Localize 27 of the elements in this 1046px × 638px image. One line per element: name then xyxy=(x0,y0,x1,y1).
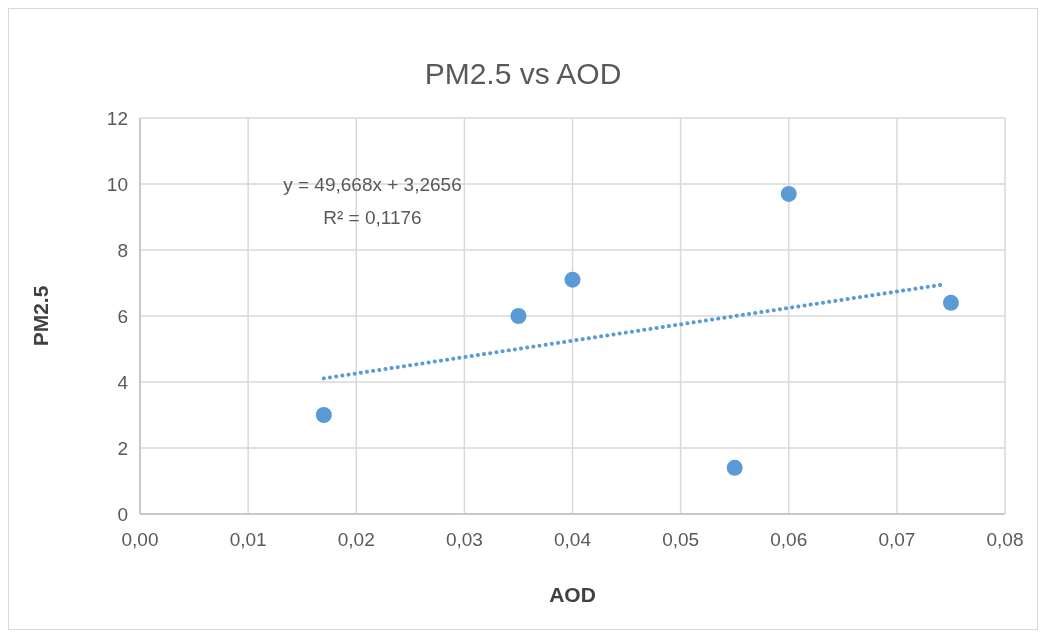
x-tick-label: 0,00 xyxy=(121,529,159,550)
point xyxy=(564,271,581,288)
y-tick-label: 2 xyxy=(117,437,128,459)
y-tick-label: 12 xyxy=(106,107,128,129)
x-tick-label: 0,01 xyxy=(229,529,267,550)
x-axis-title: AOD xyxy=(549,583,596,606)
x-tick-label: 0,05 xyxy=(662,529,700,550)
chart-title: PM2.5 vs AOD xyxy=(424,57,622,90)
x-tick-label: 0,02 xyxy=(337,529,375,550)
point xyxy=(726,459,743,476)
point xyxy=(315,407,332,423)
annotation: R² = 0,1176 xyxy=(323,206,422,228)
annotation: y = 49,668x + 3,2656 xyxy=(283,173,462,195)
y-tick-label: 4 xyxy=(117,371,129,393)
y-axis-title: PM2.5 xyxy=(29,285,52,347)
y-tick-label: 8 xyxy=(117,239,128,261)
y-tick-label: 6 xyxy=(117,305,128,327)
x-tick-label: 0,07 xyxy=(878,529,916,550)
y-tick-label: 10 xyxy=(106,173,128,195)
x-tick-label: 0,06 xyxy=(770,529,808,550)
x-tick-label: 0,08 xyxy=(986,529,1024,550)
point xyxy=(510,308,527,324)
y-tick-label: 0 xyxy=(117,503,128,525)
x-tick-label: 0,04 xyxy=(554,529,592,550)
x-tick-label: 0,03 xyxy=(445,529,483,550)
point xyxy=(942,294,959,311)
point xyxy=(780,185,797,202)
